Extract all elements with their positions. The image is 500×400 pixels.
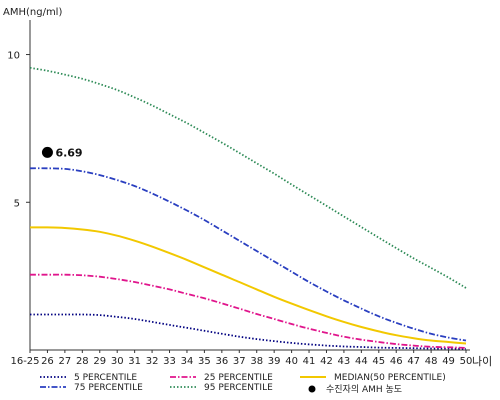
x-tick-label: 30 (111, 356, 124, 367)
x-tick-label: 50 (460, 356, 473, 367)
legend: 5 PERCENTILE 25 PERCENTILE MEDIAN(50 PERCE… (40, 373, 446, 395)
x-tick-label: 45 (372, 356, 385, 367)
x-tick-label: 38 (250, 356, 263, 367)
y-axis-label: AMH(ng/ml) (3, 7, 62, 18)
series-line-2 (29, 226, 467, 345)
x-tick-label: 32 (146, 356, 159, 367)
x-tick-label: 44 (355, 356, 368, 367)
x-tick-label: 40 (285, 356, 298, 367)
series-line-1 (30, 273, 467, 349)
x-tick-label: 33 (163, 356, 176, 367)
x-tick-label: 42 (320, 356, 333, 367)
x-tick-label: 31 (128, 356, 141, 367)
axes (29, 20, 470, 351)
x-tick-label: 28 (76, 356, 89, 367)
x-tick-label: 29 (93, 356, 106, 367)
series-line-3 (29, 167, 467, 342)
x-tick-label: 27 (59, 356, 72, 367)
patient-point (41, 146, 53, 158)
legend-label: 25 PERCENTILE (204, 373, 273, 383)
x-tick-label: 46 (390, 356, 403, 367)
x-axis-label: 나이 (472, 355, 492, 368)
series-line-4 (29, 66, 467, 289)
x-tick-label: 35 (198, 356, 211, 367)
legend-label: 5 PERCENTILE (74, 373, 137, 383)
legend-label: 95 PERCENTILE (204, 383, 273, 393)
x-tick-label: 41 (303, 356, 316, 367)
x-tick-label: 39 (268, 356, 281, 367)
series-lines (29, 66, 467, 350)
patient-point-group: 6.69 (41, 146, 83, 159)
x-tick-label: 34 (181, 356, 194, 367)
x-tick-label: 47 (407, 356, 420, 367)
legend-marker-dot (308, 385, 316, 393)
legend-label: 75 PERCENTILE (74, 383, 143, 393)
x-tick-label: 49 (442, 356, 455, 367)
x-tick-label: 43 (338, 356, 351, 367)
x-tick-label: 48 (425, 356, 438, 367)
x-tick-label: 36 (215, 356, 228, 367)
x-tick-label: 26 (41, 356, 54, 367)
patient-point-label: 6.69 (55, 146, 82, 159)
y-ticks: 5 10 (7, 51, 30, 209)
series-line-0 (30, 313, 467, 350)
x-ticks: 16-25 26 27 28 29 30 31 32 33 34 35 36 37 38 39 40 41 42 4… (10, 350, 472, 367)
x-tick-label: 37 (233, 356, 246, 367)
legend-label: 수진자의 AMH 농도 (326, 384, 402, 395)
y-tick-label: 10 (7, 51, 20, 62)
x-tick-label: 16-25 (10, 356, 39, 367)
legend-label: MEDIAN(50 PERCENTILE) (334, 373, 446, 383)
y-tick-label: 5 (14, 198, 20, 209)
